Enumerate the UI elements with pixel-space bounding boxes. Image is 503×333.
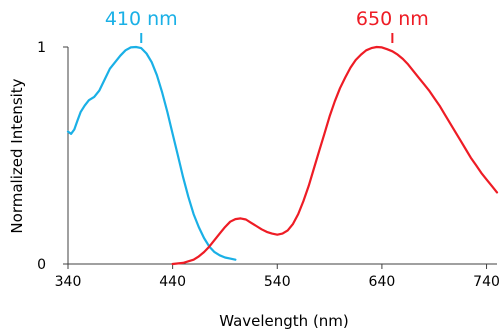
series-line-1 [66,45,237,261]
annotation-label-2: 650 nm [356,8,429,30]
y-tick-label: 0 [37,257,46,273]
series-layer [66,45,499,266]
y-tick-label: 1 [37,40,46,56]
x-tick-label: 340 [55,274,82,290]
annotation-label-1: 410 nm [105,8,178,30]
x-tick-label: 440 [159,274,186,290]
x-tick-label: 740 [473,274,500,290]
axes: 340 440 540 640 740 0 1 [37,40,500,290]
y-axis-title: Normalized Intensity [8,78,26,233]
x-tick-label: 540 [264,274,291,290]
annotations: 410 nm 650 nm [105,8,429,43]
x-axis-title: Wavelength (nm) [219,312,349,330]
series-line-2 [171,45,499,266]
x-tick-label: 640 [369,274,396,290]
